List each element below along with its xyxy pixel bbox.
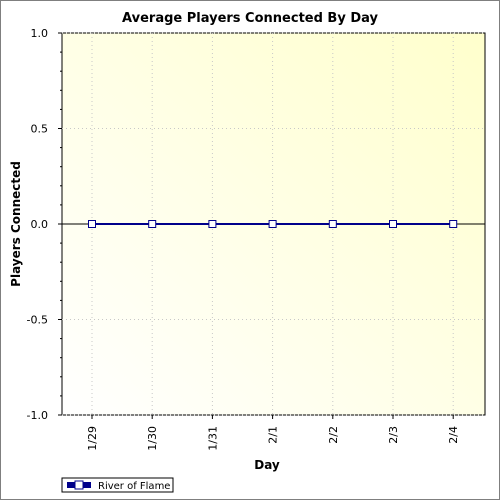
x-tick-label: 2/4 bbox=[447, 426, 460, 444]
data-point bbox=[268, 220, 277, 228]
x-axis-title: Day bbox=[254, 458, 280, 472]
data-point bbox=[88, 220, 96, 228]
chart-title: Average Players Connected By Day bbox=[122, 11, 378, 26]
data-point bbox=[148, 220, 157, 228]
y-tick-label: 0.5 bbox=[31, 123, 49, 136]
x-tick-label: 2/1 bbox=[267, 426, 280, 444]
y-tick-label: -1.0 bbox=[27, 409, 48, 422]
y-tick-label: 0.0 bbox=[31, 218, 49, 231]
y-tick-label: 1.0 bbox=[31, 27, 49, 40]
x-tick-label: 2/3 bbox=[387, 426, 400, 444]
x-tick-label: 2/2 bbox=[327, 426, 340, 444]
x-tick-label: 1/30 bbox=[146, 426, 159, 451]
data-point bbox=[449, 220, 458, 228]
y-axis-title: Players Connected bbox=[9, 161, 23, 287]
legend-label-river-of-flame: River of Flame bbox=[98, 481, 170, 492]
y-tick-label: -0.5 bbox=[27, 314, 48, 327]
data-point bbox=[328, 220, 337, 228]
data-point bbox=[208, 220, 217, 228]
y-tick-labels: 1.0 0.5 0.0 -0.5 -1.0 bbox=[27, 27, 48, 422]
legend: River of Flame bbox=[61, 477, 174, 493]
data-point bbox=[389, 220, 397, 228]
grid-lines bbox=[62, 32, 485, 416]
x-tick-labels: 1/29 1/30 1/31 2/1 2/2 2/3 2/4 bbox=[86, 426, 460, 451]
legend-box bbox=[61, 477, 174, 493]
legend-marker bbox=[74, 480, 84, 490]
x-tick-label: 1/31 bbox=[206, 426, 219, 451]
series-river-of-flame bbox=[88, 220, 458, 228]
x-tick-label: 1/29 bbox=[86, 426, 99, 451]
